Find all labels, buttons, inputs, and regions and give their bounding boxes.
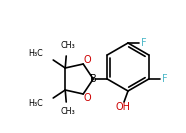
Text: F: F bbox=[162, 74, 168, 84]
Text: OH: OH bbox=[116, 102, 131, 112]
Text: F: F bbox=[141, 38, 147, 48]
Text: H₃C: H₃C bbox=[28, 49, 43, 59]
Text: B: B bbox=[90, 74, 97, 84]
Text: CH₃: CH₃ bbox=[61, 107, 76, 117]
Text: O: O bbox=[83, 93, 91, 103]
Text: H₃C: H₃C bbox=[28, 99, 43, 109]
Text: CH₃: CH₃ bbox=[61, 41, 76, 51]
Text: O: O bbox=[83, 55, 91, 65]
